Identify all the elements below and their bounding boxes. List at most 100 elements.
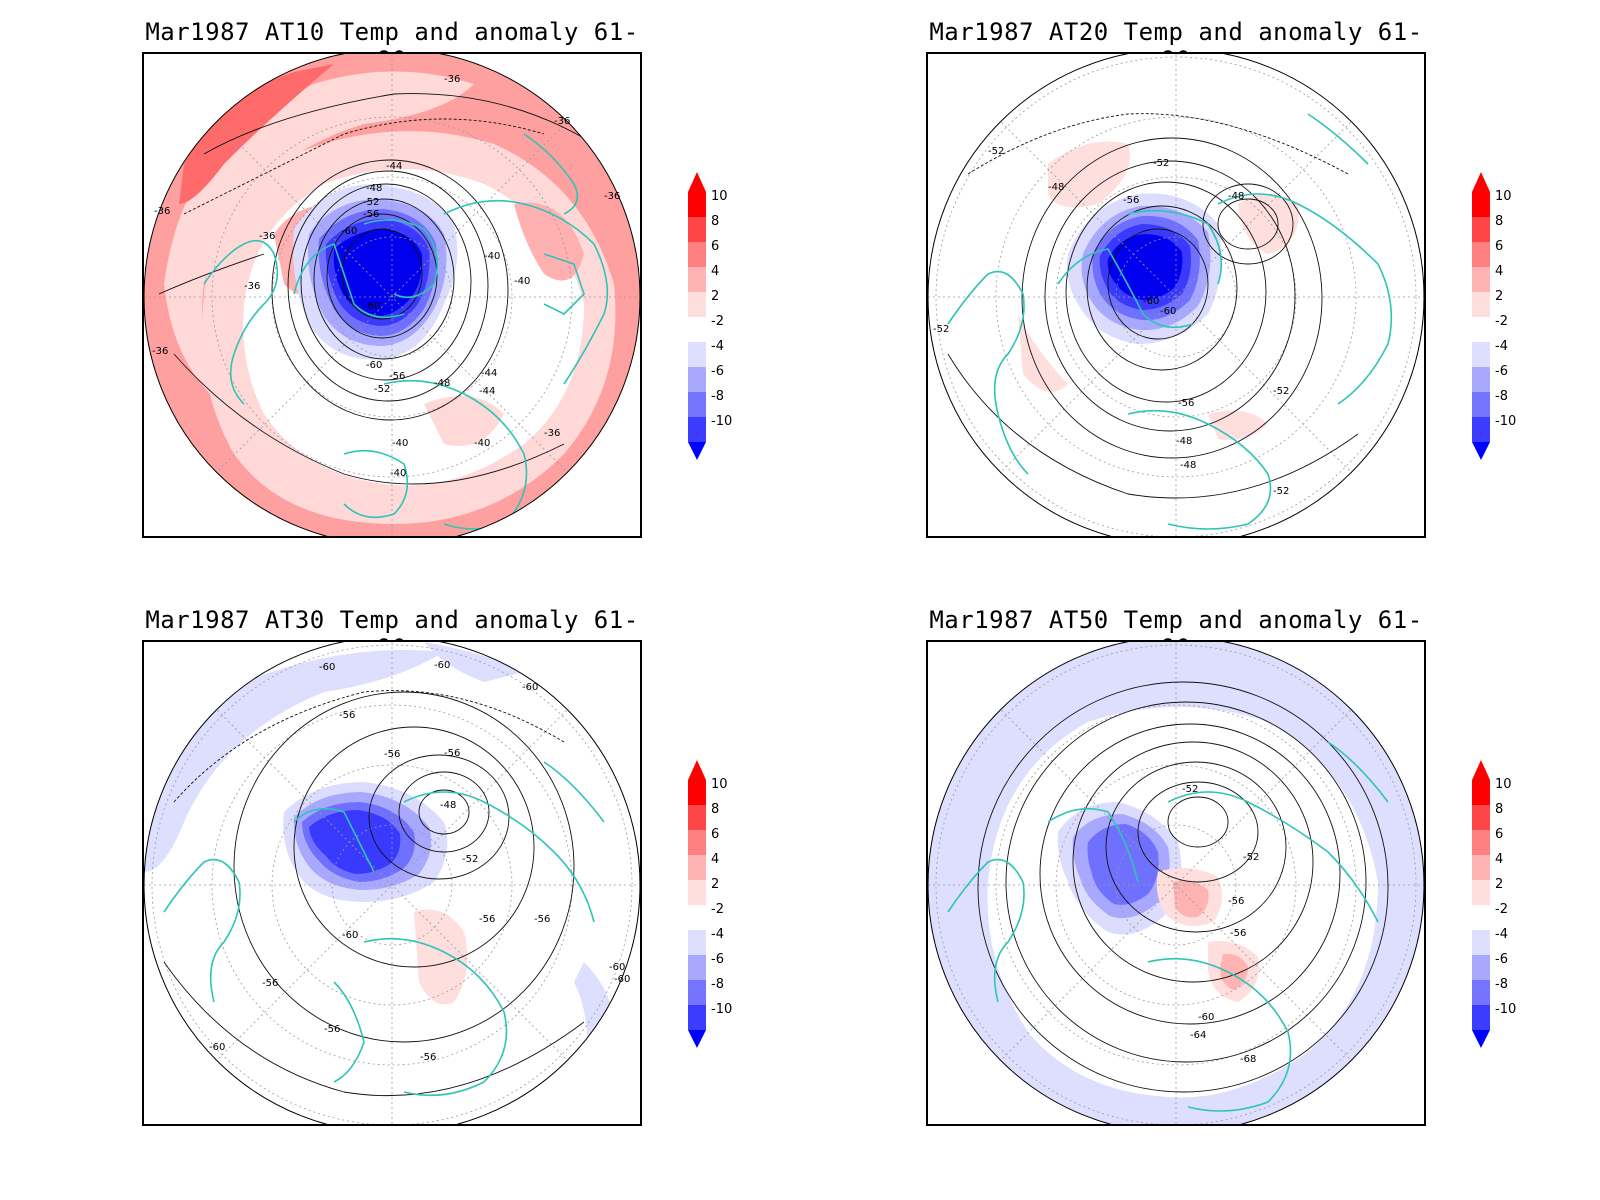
colorbar-label: 2	[711, 289, 720, 304]
contour-label: -40	[392, 438, 408, 449]
colorbar-label: -2	[711, 314, 724, 329]
contour-label: -52	[363, 197, 379, 208]
coastlines	[163, 761, 605, 1097]
colorbar-label: -4	[711, 927, 724, 942]
lat-lon-grid	[928, 54, 1424, 536]
colorbar-label: 6	[1495, 827, 1504, 842]
contour-label: -48	[366, 183, 382, 194]
contour-label: -48	[1176, 436, 1192, 447]
contour-label: -56	[1230, 928, 1246, 939]
map-panel-at20: Mar1987 AT20 Temp and anomaly 61-90	[784, 0, 1564, 600]
contour-label: -60	[364, 301, 380, 312]
polar-map: -36 -36 -36 -36 -36 -36 -36 -44 -48 -52 …	[142, 52, 642, 538]
colorbar-label: 4	[1495, 264, 1504, 279]
temperature-contours	[977, 681, 1389, 1093]
contour-label: -36	[544, 428, 560, 439]
contour-label: -56	[420, 1052, 436, 1063]
colorbar-label: 10	[711, 189, 728, 204]
contour-label: -52	[1182, 784, 1198, 795]
colorbar-label: 6	[711, 827, 720, 842]
colorbar-label: 2	[1495, 289, 1504, 304]
contour-label: -68	[1240, 1054, 1256, 1065]
polar-map: -52 -52 -48 -56 -48 -52 -60 -60 -52 -56 …	[926, 52, 1426, 538]
contour-label: -60	[522, 682, 538, 693]
colorbar-label: 8	[1495, 214, 1504, 229]
colorbar-label: 4	[711, 264, 720, 279]
contour-label: -48	[440, 800, 456, 811]
contour-label: -40	[484, 251, 500, 262]
contour-label: -44	[479, 386, 495, 397]
colorbar-label: -8	[711, 389, 724, 404]
colorbar-label: 6	[1495, 239, 1504, 254]
colorbar-label: -8	[711, 977, 724, 992]
contour-label: -44	[386, 161, 402, 172]
colorbar-label: -4	[1495, 339, 1508, 354]
temperature-contours	[163, 690, 585, 1097]
contour-label: -60	[1160, 306, 1176, 317]
anomaly-colorbar: 10 8 6 4 2 -2 -4 -6 -8 -10	[1468, 758, 1548, 1048]
colorbar-label: 8	[1495, 802, 1504, 817]
contour-label: -52	[1243, 852, 1259, 863]
contour-label: -36	[444, 74, 460, 85]
contour-label: -52	[988, 146, 1004, 157]
colorbar-label: -4	[1495, 927, 1508, 942]
colorbar-label: -10	[711, 414, 733, 429]
contour-label: -36	[244, 281, 260, 292]
contour-label: -36	[154, 206, 170, 217]
colorbar-label: 2	[711, 877, 720, 892]
colorbar-scale	[688, 760, 706, 1048]
polar-map: -60 -60 -60 -56 -56 -56 -48 -52 -60 -56 …	[142, 640, 642, 1126]
colorbar-label: -8	[1495, 389, 1508, 404]
contour-label: -36	[152, 346, 168, 357]
contour-label: -56	[534, 914, 550, 925]
colorbar-label: -2	[1495, 314, 1508, 329]
colorbar-label: -2	[1495, 902, 1508, 917]
colorbar-label: -6	[1495, 952, 1508, 967]
colorbar-scale	[1472, 760, 1490, 1048]
contour-label: -48	[1180, 460, 1196, 471]
colorbar-label: 2	[1495, 877, 1504, 892]
panel-title: Mar1987 AT20 Temp and anomaly 61-90	[929, 18, 1423, 74]
contour-label: -56	[444, 748, 460, 759]
colorbar-label: -2	[711, 902, 724, 917]
contour-label: -48	[1228, 191, 1244, 202]
polar-stereographic-map: -36 -36 -36 -36 -36 -36 -36 -44 -48 -52 …	[144, 54, 640, 536]
colorbar-label: -8	[1495, 977, 1508, 992]
contour-label: -60	[342, 930, 358, 941]
colorbar-label: 4	[1495, 852, 1504, 867]
colorbar-label: -6	[711, 364, 724, 379]
contour-label: -56	[1228, 896, 1244, 907]
colorbar-label: 10	[1495, 189, 1512, 204]
contour-label: -52	[1273, 386, 1289, 397]
contour-label: -52	[374, 384, 390, 395]
polar-stereographic-map: -52 -52 -48 -56 -48 -52 -60 -60 -52 -56 …	[928, 54, 1424, 536]
contour-label: -60	[434, 660, 450, 671]
contour-label: -60	[614, 974, 630, 985]
colorbar-label: -4	[711, 339, 724, 354]
contour-label: -52	[462, 854, 478, 865]
colorbar-label: 4	[711, 852, 720, 867]
contour-labels: -52 -52 -56 -56 -60 -64 -68	[1182, 784, 1259, 1065]
contour-label: -36	[554, 116, 570, 127]
contour-label: -56	[389, 371, 405, 382]
contour-labels: -60 -60 -60 -56 -56 -56 -48 -52 -60 -56 …	[209, 660, 630, 1063]
contour-labels: -36 -36 -36 -36 -36 -36 -36 -44 -48 -52 …	[152, 74, 620, 479]
polar-map: -52 -52 -56 -56 -60 -64 -68	[926, 640, 1426, 1126]
colorbar-label: 6	[711, 239, 720, 254]
contour-label: -56	[262, 978, 278, 989]
contour-label: -56	[1123, 195, 1139, 206]
contour-label: -60	[1143, 296, 1159, 307]
contour-label: -64	[1190, 1030, 1206, 1041]
colorbar-scale	[688, 172, 706, 460]
contour-label: -36	[604, 191, 620, 202]
contour-label: -56	[363, 209, 379, 220]
contour-label: -44	[481, 368, 497, 379]
coastlines	[947, 113, 1393, 530]
lat-lon-grid	[928, 642, 1424, 1124]
contour-label: -56	[324, 1024, 340, 1035]
contour-label: -60	[1198, 1012, 1214, 1023]
colorbar-label: 8	[711, 802, 720, 817]
temperature-contours	[158, 93, 595, 485]
colorbar-label: -10	[711, 1002, 733, 1017]
contour-labels: -52 -52 -48 -56 -48 -52 -60 -60 -52 -56 …	[933, 146, 1289, 497]
